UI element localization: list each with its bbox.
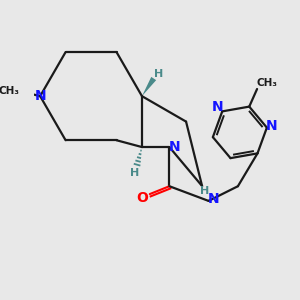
Text: H: H	[130, 167, 140, 178]
Text: H: H	[154, 69, 163, 79]
Text: N: N	[212, 100, 223, 115]
Text: CH₃: CH₃	[256, 78, 278, 88]
Text: CH₃: CH₃	[0, 86, 19, 96]
Text: H: H	[200, 186, 209, 196]
Text: N: N	[208, 192, 219, 206]
Text: O: O	[136, 191, 148, 205]
Text: N: N	[169, 140, 180, 154]
Polygon shape	[142, 77, 156, 96]
Text: N: N	[34, 89, 46, 103]
Text: N: N	[266, 119, 278, 133]
